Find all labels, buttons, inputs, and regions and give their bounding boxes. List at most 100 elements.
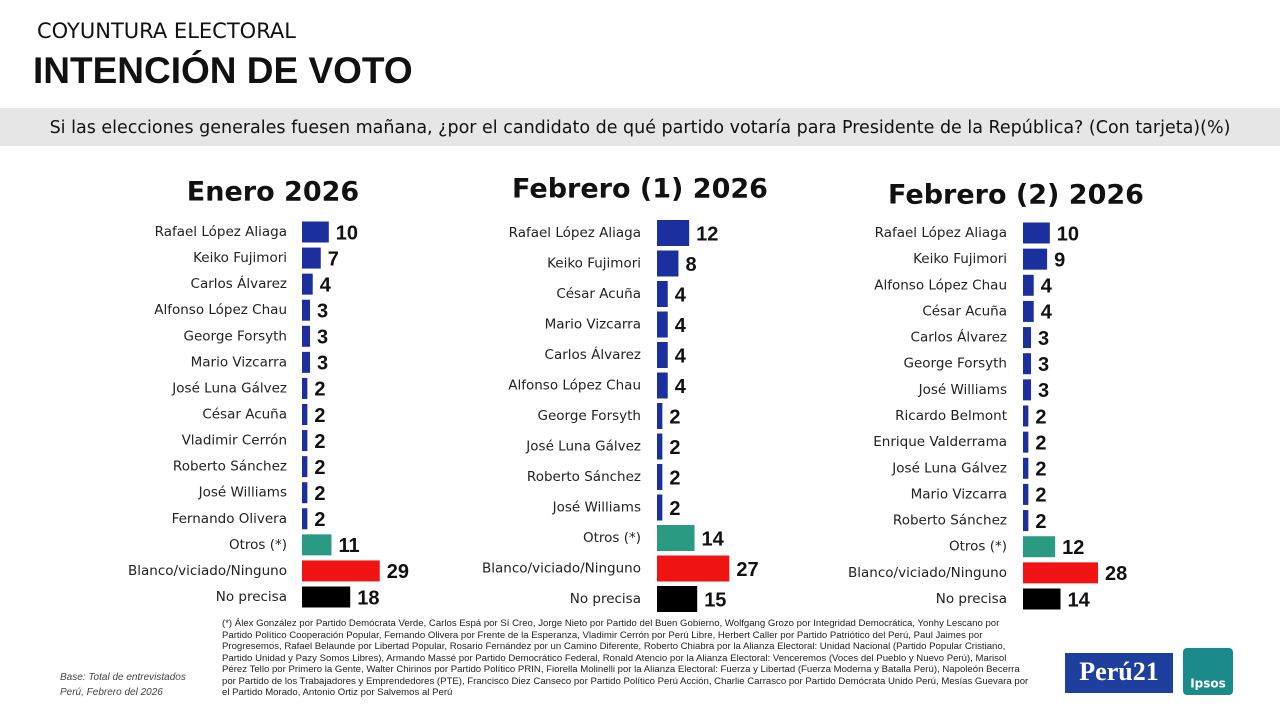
main-title: INTENCIÓN DE VOTO [33, 49, 413, 91]
question-band [0, 108, 1280, 146]
value-label: 15 [704, 589, 726, 611]
category-label: Carlos Álvarez [545, 346, 641, 363]
value-label: 14 [1068, 589, 1091, 611]
logo-peru21: Perú21 [1079, 657, 1158, 686]
bar [302, 273, 313, 295]
logo-ipsos-box [1183, 648, 1233, 695]
value-label: 2 [314, 405, 325, 427]
value-label: 27 [736, 559, 758, 581]
category-label: Vladimir Cerrón [182, 433, 287, 449]
category-label: Keiko Fujimori [547, 256, 641, 272]
category-label: Otros (*) [583, 530, 641, 546]
bar [657, 494, 663, 521]
value-label: 4 [675, 345, 687, 367]
logo-ipsos: Ipsos [1190, 677, 1226, 691]
value-label: 4 [675, 284, 687, 306]
value-label: 2 [669, 437, 680, 459]
value-label: 2 [1035, 485, 1046, 507]
bar [1023, 248, 1048, 270]
category-label: José Luna Gálvez [891, 460, 1007, 476]
category-label: Fernando Olivera [172, 511, 287, 527]
bar [657, 433, 663, 460]
bar [1023, 536, 1056, 558]
base-line: Base: Total de entrevistados [60, 672, 186, 683]
value-label: 2 [1035, 432, 1046, 454]
value-label: 12 [1062, 537, 1084, 559]
category-label: Blanco/viciado/Ninguno [848, 565, 1007, 581]
category-label: Alfonso López Chau [508, 378, 641, 394]
bar [302, 534, 332, 556]
category-label: No precisa [570, 591, 641, 607]
category-label: Blanco/viciado/Ninguno [128, 563, 287, 579]
category-label: Carlos Álvarez [911, 329, 1007, 346]
category-label: George Forsyth [184, 328, 287, 344]
category-label: George Forsyth [538, 408, 641, 424]
bar [302, 299, 311, 321]
value-label: 29 [387, 561, 409, 583]
value-label: 3 [317, 353, 328, 375]
bar [657, 342, 668, 368]
value-label: 10 [1057, 223, 1079, 245]
value-label: 3 [1038, 354, 1049, 376]
bar [1023, 405, 1029, 427]
value-label: 14 [702, 528, 725, 550]
bar [1023, 457, 1029, 479]
category-label: Mario Vizcarra [545, 317, 641, 333]
category-label: Alfonso López Chau [154, 302, 287, 318]
value-label: 4 [1041, 302, 1053, 324]
category-label: Otros (*) [229, 537, 287, 553]
bar [657, 403, 663, 429]
bar [1023, 379, 1032, 401]
bar [1023, 353, 1032, 375]
category-label: José Williams [918, 382, 1007, 398]
bar [302, 508, 308, 530]
category-label: Rafael López Aliaga [875, 225, 1007, 241]
value-label: 2 [1035, 511, 1046, 533]
category-label: No precisa [216, 589, 287, 605]
bar [657, 525, 695, 551]
bar [657, 372, 668, 399]
value-label: 2 [314, 379, 325, 401]
bar [657, 555, 730, 582]
value-label: 3 [1038, 380, 1049, 402]
value-label: 2 [1035, 406, 1046, 428]
value-label: 7 [328, 248, 339, 270]
value-label: 2 [669, 406, 680, 428]
bar [302, 221, 329, 243]
value-label: 2 [669, 498, 680, 520]
bar [302, 351, 311, 373]
value-label: 8 [685, 254, 696, 276]
value-label: 4 [675, 315, 687, 337]
bar [1023, 300, 1034, 322]
bar [1023, 274, 1034, 296]
category-label: Blanco/viciado/Ninguno [482, 561, 641, 577]
bar [1023, 431, 1029, 453]
category-label: César Acuña [922, 303, 1007, 319]
bar [302, 377, 308, 399]
bar [302, 560, 380, 582]
base-note: Base: Total de entrevistados Perú, Febre… [60, 670, 186, 700]
value-label: 9 [1054, 249, 1065, 271]
category-label: César Acuña [556, 286, 641, 302]
value-label: 2 [1035, 459, 1046, 481]
logo-peru21-box [1065, 653, 1173, 693]
category-label: No precisa [936, 591, 1007, 607]
bar [1023, 562, 1099, 584]
category-label: Roberto Sánchez [173, 459, 287, 475]
category-label: Ricardo Belmont [895, 408, 1007, 424]
category-label: Carlos Álvarez [191, 275, 287, 292]
question: Si las elecciones generales fuesen mañan… [50, 118, 1231, 138]
bar [657, 281, 668, 307]
value-label: 3 [317, 300, 328, 322]
category-label: José Williams [552, 500, 641, 516]
bar [302, 482, 308, 504]
category-label: José Luna Gálvez [171, 380, 287, 396]
category-label: Alfonso López Chau [874, 277, 1007, 293]
category-label: César Acuña [202, 407, 287, 423]
category-label: Otros (*) [949, 539, 1007, 555]
bar [302, 404, 308, 425]
value-label: 3 [317, 327, 328, 349]
bar [1023, 483, 1029, 505]
